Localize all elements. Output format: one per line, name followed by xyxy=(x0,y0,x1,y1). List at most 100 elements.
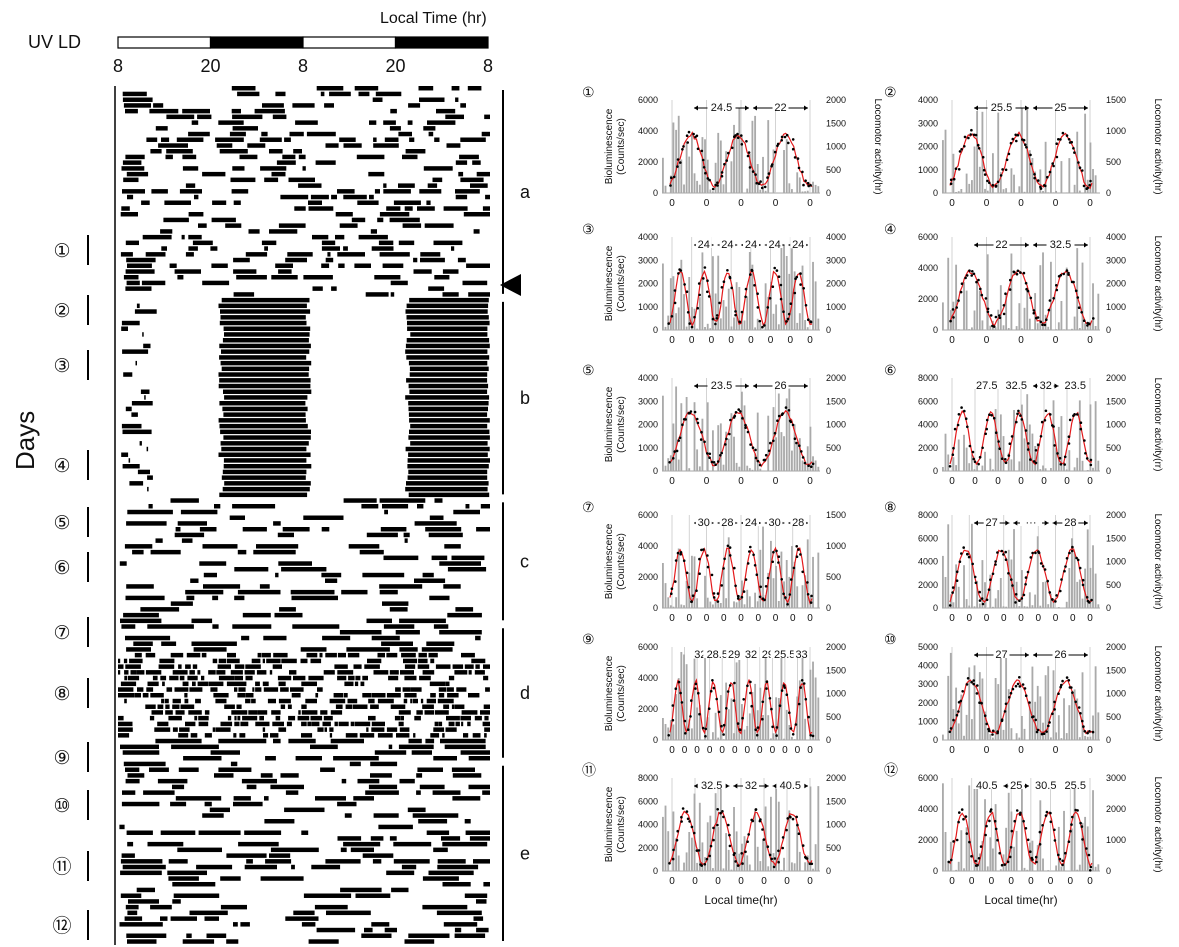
bioluminescence-point xyxy=(755,733,759,737)
activity-bar xyxy=(664,326,667,330)
bioluminescence-point xyxy=(1026,838,1030,842)
bioluminescence-point xyxy=(1058,857,1062,861)
actogram-bar xyxy=(482,206,490,211)
actogram-bar xyxy=(208,670,216,675)
bioluminescence-point xyxy=(728,432,731,436)
activity-bar xyxy=(1089,321,1092,330)
bioluminescence-point xyxy=(768,853,772,857)
activity-bar xyxy=(706,822,709,871)
actogram-bar xyxy=(334,664,348,669)
actogram-bar xyxy=(122,349,149,354)
bioluminescence-point xyxy=(703,266,707,269)
activity-bar xyxy=(957,861,960,871)
bioluminescence-point xyxy=(785,828,788,832)
actogram-bar xyxy=(285,916,319,921)
period-arrowhead-left xyxy=(1052,520,1057,526)
activity-bar xyxy=(1081,460,1084,471)
actogram-bar xyxy=(260,166,287,171)
activity-bar xyxy=(725,833,728,871)
actogram-bar xyxy=(344,681,354,687)
top-tick-label: 20 xyxy=(200,56,220,76)
bioluminescence-point xyxy=(1053,708,1056,711)
actogram-bar xyxy=(461,721,464,727)
activity-bar xyxy=(814,281,817,330)
activity-bar xyxy=(1055,190,1058,193)
actogram-bar xyxy=(142,693,149,698)
bioluminescence-point xyxy=(714,322,717,326)
period-label: 32.5 xyxy=(1050,239,1071,251)
y-tick-label: 0 xyxy=(933,866,938,876)
actogram-bar xyxy=(177,847,222,853)
bioluminescence-point xyxy=(715,697,718,701)
bioluminescence-point xyxy=(1065,676,1069,679)
actogram-bar xyxy=(447,567,487,572)
bioluminescence-point xyxy=(775,734,778,737)
bioluminescence-point xyxy=(707,707,711,710)
activity-bar xyxy=(664,724,667,740)
y-tick-label: 2000 xyxy=(638,157,658,167)
actogram-bar xyxy=(145,670,162,675)
actogram-bar xyxy=(220,315,306,320)
bioluminescence-point xyxy=(809,601,813,604)
actogram-bar xyxy=(261,131,268,137)
bioluminescence-point xyxy=(696,147,700,151)
bioluminescence-point xyxy=(1077,306,1081,310)
period-arrowhead-left xyxy=(753,383,757,389)
actogram-bar xyxy=(406,481,489,486)
bioluminescence-point xyxy=(736,136,740,140)
bioluminescence-point xyxy=(789,420,793,424)
actogram-bar xyxy=(408,401,489,406)
bioluminescence-point xyxy=(802,287,805,290)
bioluminescence-point xyxy=(1072,280,1075,284)
bioluminescence-point xyxy=(670,315,674,318)
activity-bar xyxy=(677,459,680,471)
bioluminescence-point xyxy=(955,713,959,717)
bioluminescence-point xyxy=(677,680,681,684)
y2-tick-label: 2000 xyxy=(826,279,846,289)
actogram-bar xyxy=(118,687,134,692)
actogram-bar xyxy=(346,647,390,652)
actogram-bar xyxy=(407,475,488,480)
bioluminescence-point xyxy=(729,418,732,422)
bioluminescence-point xyxy=(754,456,758,460)
bioluminescence-point xyxy=(985,418,989,422)
bioluminescence-point xyxy=(1033,176,1036,180)
bioluminescence-point xyxy=(1046,175,1049,179)
bioluminescence-point xyxy=(746,562,750,565)
bioluminescence-point xyxy=(751,446,755,450)
actogram-bar xyxy=(289,670,297,675)
activity-bar xyxy=(814,677,817,740)
bioluminescence-point xyxy=(676,551,680,555)
actogram-bar xyxy=(212,624,219,629)
bioluminescence-point xyxy=(984,833,987,837)
activity-bar xyxy=(712,430,714,471)
activity-bar xyxy=(1034,171,1037,193)
actogram-bar xyxy=(206,933,227,938)
actogram-bar xyxy=(146,137,158,142)
bioluminescence-point xyxy=(712,596,716,599)
activity-bar xyxy=(944,832,947,871)
activity-bar xyxy=(669,605,672,608)
actogram-bar xyxy=(409,366,489,372)
actogram-bar xyxy=(409,429,490,435)
x-tick-label: 0 xyxy=(773,476,779,487)
actogram-bar xyxy=(168,715,182,721)
bioluminescence-point xyxy=(1011,137,1015,141)
actogram-bar xyxy=(118,721,133,727)
bioluminescence-point xyxy=(1089,458,1093,462)
activity-bar xyxy=(770,281,772,330)
bioluminescence-point xyxy=(959,699,963,703)
activity-bar xyxy=(999,869,1002,871)
actogram-bar xyxy=(277,532,294,538)
actogram-bar xyxy=(203,572,217,578)
y-tick-label: 3000 xyxy=(638,255,658,265)
actogram-bar xyxy=(343,498,377,503)
activity-bar xyxy=(785,256,788,330)
panel-id-label: ⑪ xyxy=(582,762,596,778)
y-tick-label: 6000 xyxy=(638,796,658,806)
activity-bar xyxy=(767,120,770,193)
activity-bar xyxy=(727,438,730,471)
bioluminescence-point xyxy=(1058,456,1062,460)
x-tick-label: 0 xyxy=(1053,613,1059,624)
activity-bar xyxy=(1052,670,1055,740)
